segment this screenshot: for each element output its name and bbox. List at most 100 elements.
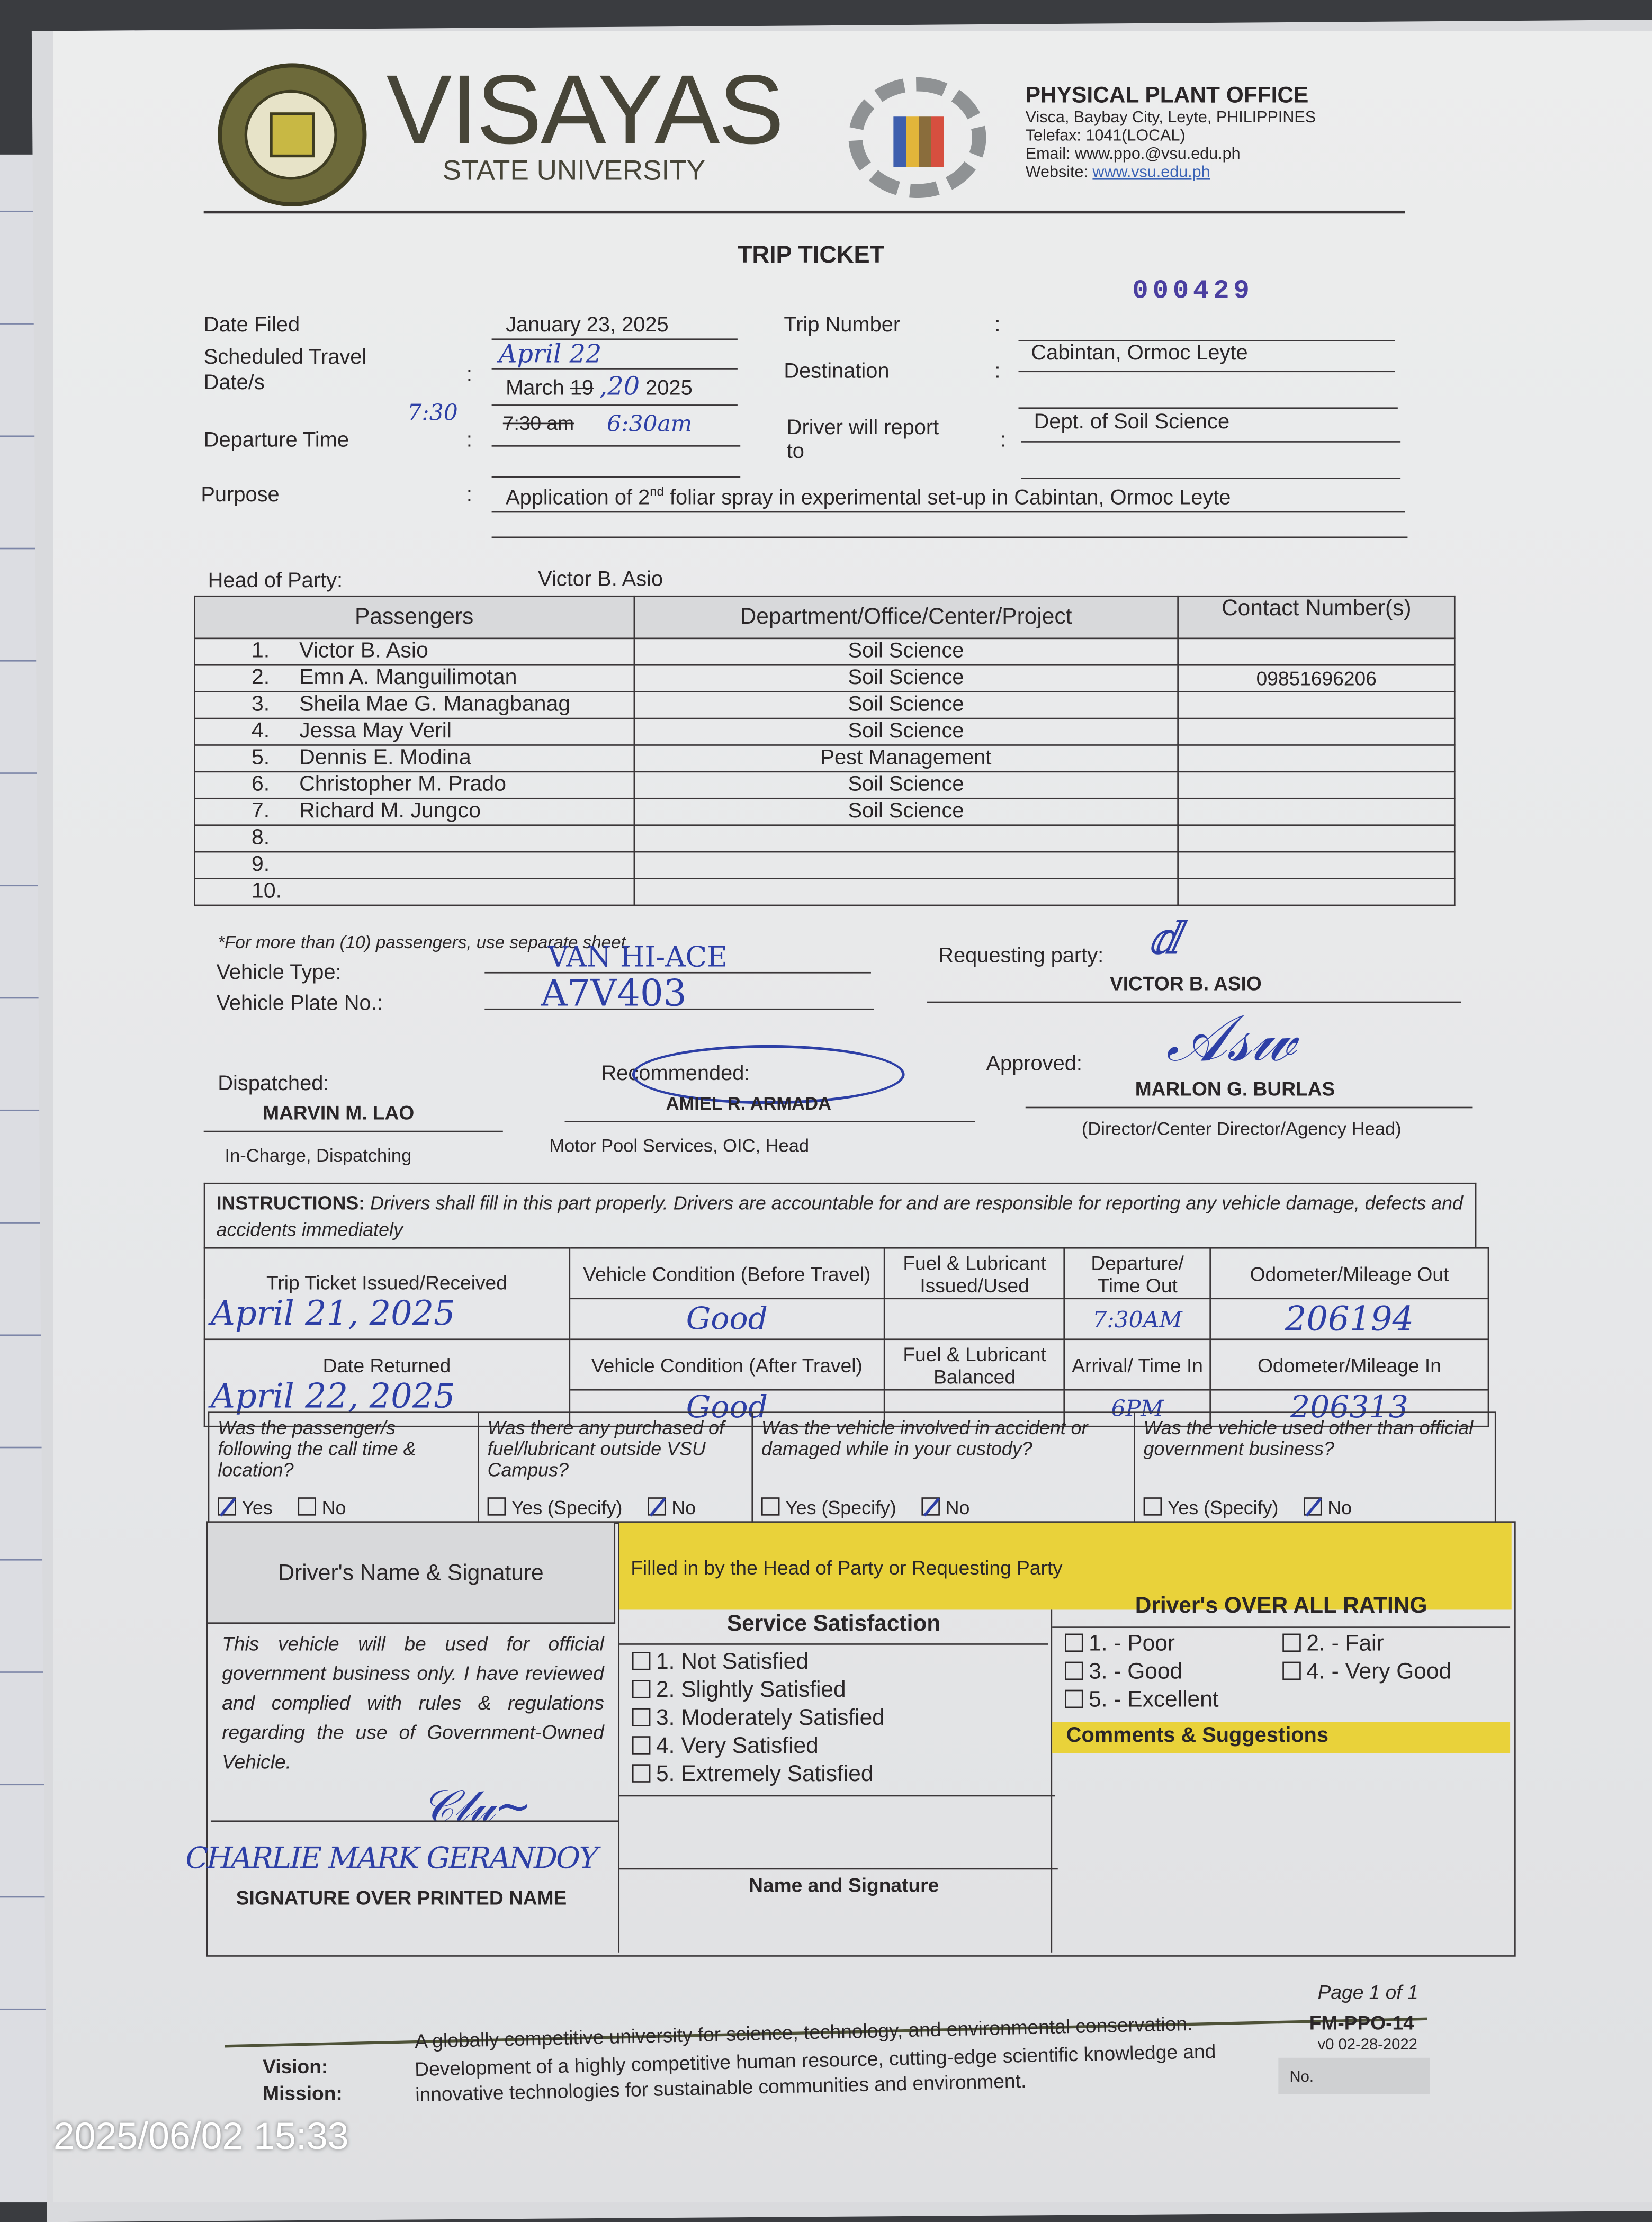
cond-before-value[interactable]: Good (568, 1298, 886, 1341)
issued-value[interactable]: April 21, 2025 (210, 1293, 455, 1333)
question-options: Yes (Specify) No (487, 1497, 696, 1519)
checkbox[interactable] (632, 1708, 651, 1726)
checkbox[interactable] (487, 1497, 506, 1516)
checkbox[interactable] (298, 1497, 317, 1516)
satisfaction-option[interactable]: 4. Very Satisfied (632, 1733, 885, 1761)
fuel-issued-value[interactable] (884, 1298, 1065, 1341)
passenger-number: 2. (251, 665, 270, 690)
satisfaction-option[interactable]: 1. Not Satisfied (632, 1649, 885, 1677)
checkbox[interactable] (1143, 1497, 1162, 1516)
requesting-underline (927, 1001, 1461, 1003)
question-option-no[interactable]: No (1304, 1497, 1352, 1518)
checkbox[interactable] (921, 1497, 940, 1516)
cond-after-value[interactable]: Good (568, 1389, 886, 1427)
question-option-yes[interactable]: Yes (Specify) (761, 1497, 896, 1518)
driver-statement: This vehicle will be used for official g… (222, 1632, 604, 1773)
checkbox[interactable] (1065, 1661, 1083, 1680)
passenger-department (633, 824, 1179, 853)
passenger-name-text: Dennis E. Modina (299, 745, 471, 770)
rating-option[interactable]: 5. - Excellent (1065, 1687, 1282, 1715)
passenger-name: 2. Emn A. Manguilimotan (194, 664, 635, 692)
university-seal (218, 63, 367, 207)
question-option-yes[interactable]: Yes (Specify) (487, 1497, 623, 1518)
passenger-row: 3. Sheila Mae G. Managbanag Soil Science (194, 691, 1456, 719)
odo-in-label: Odometer/Mileage In (1209, 1338, 1489, 1391)
passengers-header-row: Passengers Department/Office/Center/Proj… (194, 595, 1456, 640)
rating-option[interactable]: 1. - Poor (1065, 1631, 1282, 1659)
question-option-yes[interactable]: Yes (Specify) (1143, 1497, 1278, 1518)
website-label: Website: (1025, 164, 1088, 182)
question-option-no[interactable]: No (298, 1497, 346, 1518)
departure-label: Departure Time (203, 428, 349, 453)
option-label: Yes (Specify) (785, 1497, 896, 1519)
questions-row: Was the passenger/s following the call t… (208, 1411, 1496, 1524)
log-row-out-values: Good 7:30AM 206194 (204, 1298, 1489, 1341)
fuel-balance-value[interactable] (884, 1389, 1065, 1427)
university-name: VISAYAS (386, 55, 784, 165)
passenger-department: Soil Science (633, 691, 1179, 719)
approved-signature: 𝒜𝓈𝓌 (1166, 1000, 1296, 1076)
returned-value[interactable]: April 22, 2025 (210, 1377, 455, 1416)
checkbox[interactable] (632, 1764, 651, 1783)
passenger-contact (1177, 824, 1456, 853)
section-divider (618, 1522, 620, 1953)
name-sign-label: Name and Signature (749, 1874, 939, 1896)
passenger-row: 5. Dennis E. Modina Pest Management (194, 744, 1456, 773)
option-label: 1. Not Satisfied (656, 1650, 809, 1675)
driver-report-value: Dept. of Soil Science (1034, 410, 1230, 434)
rating-option[interactable]: 3. - Good (1065, 1659, 1282, 1687)
question-option-no[interactable]: No (921, 1497, 969, 1518)
checkbox[interactable] (632, 1680, 651, 1698)
satisfaction-bottom-divider (620, 1795, 1055, 1797)
scheduled-typed: March 19 ,20 2025 (506, 373, 693, 403)
time-out-value[interactable]: 7:30AM (1063, 1298, 1211, 1341)
checkbox[interactable] (632, 1652, 651, 1670)
time-in-value[interactable]: 6PM (1063, 1389, 1211, 1427)
rating-option[interactable]: 2. - Fair (1282, 1631, 1500, 1659)
checkbox[interactable] (1065, 1689, 1083, 1708)
question-text: Was there any purchased of fuel/lubrican… (487, 1417, 724, 1481)
odo-out-value[interactable]: 206194 (1209, 1298, 1489, 1341)
rating-option[interactable]: 4. - Very Good (1282, 1659, 1500, 1687)
passenger-contact (1177, 717, 1456, 746)
option-label: 4. - Very Good (1306, 1660, 1452, 1685)
satisfaction-option[interactable]: 5. Extremely Satisfied (632, 1761, 885, 1789)
question-option-yes[interactable]: Yes (218, 1497, 273, 1518)
serial-number: 000429 (1132, 275, 1254, 307)
passenger-number: 5. (251, 745, 270, 770)
university-subtitle: STATE UNIVERSITY (442, 156, 706, 187)
footer-form-code: FM-PPO-14 (1309, 2011, 1414, 2034)
checkbox[interactable] (1282, 1633, 1301, 1652)
satisfaction-option[interactable]: 3. Moderately Satisfied (632, 1705, 885, 1733)
passenger-number: 6. (251, 772, 270, 797)
checkbox[interactable] (648, 1497, 666, 1516)
checkbox[interactable] (1304, 1497, 1322, 1516)
driver-heading: Driver's Name & Signature (208, 1522, 616, 1624)
checkbox[interactable] (632, 1736, 651, 1755)
vehicle-type-value: VAN HI-ACE (547, 939, 728, 974)
question-option-no[interactable]: No (648, 1497, 696, 1518)
passenger-row: 10. (194, 878, 1456, 906)
purpose-underline-2 (491, 536, 1408, 538)
passenger-row: 7. Richard M. Jungco Soil Science (194, 797, 1456, 826)
purpose-value: Application of 2nd foliar spray in exper… (506, 484, 1231, 510)
purpose-label: Purpose (201, 483, 280, 507)
website-link[interactable]: www.vsu.edu.ph (1092, 164, 1210, 182)
comments-area[interactable] (1054, 1756, 1509, 1949)
departure-colon: : (466, 428, 472, 453)
odo-in-value[interactable]: 206313 (1209, 1389, 1489, 1427)
question-text: Was the vehicle used other than official… (1143, 1417, 1474, 1460)
checkbox[interactable] (1282, 1661, 1301, 1680)
checkbox[interactable] (1065, 1633, 1083, 1652)
checkbox[interactable] (218, 1497, 236, 1516)
option-label: 3. - Good (1089, 1660, 1183, 1685)
scheduled-year: 2025 (645, 376, 693, 401)
passenger-name: 6. Christopher M. Prado (194, 771, 635, 799)
trip-number-underline (1018, 340, 1395, 341)
satisfaction-option[interactable]: 2. Slightly Satisfied (632, 1677, 885, 1705)
passenger-contact (1177, 878, 1456, 906)
name-sign-divider (620, 1868, 1058, 1870)
form-title: TRIP TICKET (737, 241, 885, 268)
header-divider (203, 210, 1405, 214)
checkbox[interactable] (761, 1497, 780, 1516)
